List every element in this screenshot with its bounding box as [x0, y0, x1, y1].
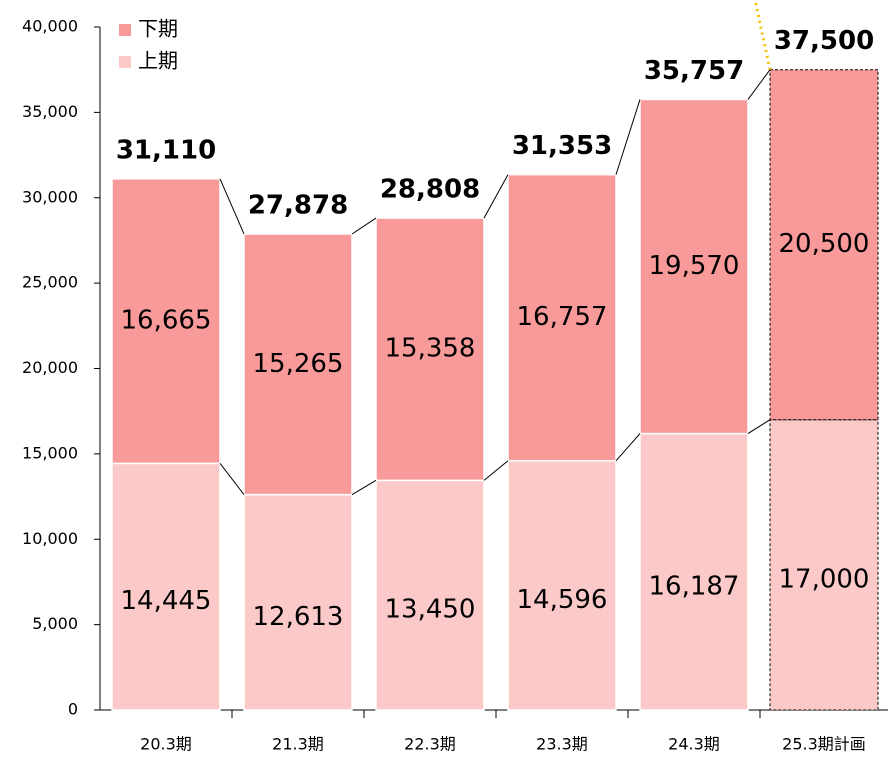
legend-swatch: [119, 24, 131, 36]
y-tick-label: 35,000: [22, 102, 78, 121]
segment-label: 20,500: [779, 229, 870, 259]
x-tick-label: 23.3期: [536, 735, 588, 754]
x-tick-label: 24.3期: [668, 735, 720, 754]
connector: [219, 178, 245, 235]
legend-label: 下期: [138, 17, 178, 41]
y-tick-label: 10,000: [22, 529, 78, 548]
y-tick-label: 15,000: [22, 443, 78, 462]
connector: [219, 463, 245, 495]
x-tick-label: 25.3期計画: [782, 735, 866, 754]
y-tick-label: 25,000: [22, 273, 78, 292]
total-label: 35,757: [644, 56, 744, 86]
connector: [615, 99, 641, 175]
x-tick-label: 20.3期: [140, 735, 192, 754]
bar-segment: [507, 460, 617, 711]
segment-label: 12,613: [253, 602, 344, 632]
connector: [483, 460, 509, 481]
segment-label: 13,450: [385, 595, 476, 625]
y-tick-label: 20,000: [22, 358, 78, 377]
bar-segment: [111, 462, 221, 711]
connector: [747, 69, 771, 100]
bar-segment: [769, 69, 879, 421]
segment-label: 16,187: [649, 571, 740, 601]
x-tick-label: 22.3期: [404, 735, 456, 754]
connector: [483, 174, 509, 219]
bar-segment: [111, 178, 221, 465]
bar-segment: [375, 479, 485, 711]
y-tick-label: 40,000: [22, 17, 78, 36]
total-label: 37,500: [774, 26, 874, 56]
x-tick-label: 21.3期: [272, 735, 324, 754]
legend-label: 上期: [138, 49, 178, 73]
bar-segment: [243, 233, 353, 496]
segment-label: 15,358: [385, 334, 476, 364]
bar-segment: [639, 432, 749, 711]
total-label: 31,353: [512, 131, 612, 161]
bar-segment: [769, 419, 879, 711]
segment-label: 15,265: [253, 349, 344, 379]
bar-segment: [639, 98, 749, 435]
total-label: 27,878: [248, 190, 348, 220]
segment-label: 17,000: [779, 564, 870, 594]
bar-segment: [375, 217, 485, 482]
legend-swatch: [119, 56, 131, 68]
segment-label: 16,757: [517, 302, 608, 332]
total-label: 28,808: [380, 175, 480, 205]
total-label: 31,110: [116, 135, 216, 165]
connector: [615, 433, 641, 462]
connector: [351, 217, 377, 235]
segment-label: 16,665: [121, 306, 212, 336]
y-tick-label: 0: [68, 700, 78, 719]
annotation-line: [753, 0, 772, 71]
segment-label: 14,445: [121, 586, 212, 616]
connector: [351, 479, 377, 496]
segment-label: 19,570: [649, 251, 740, 281]
y-tick-label: 30,000: [22, 187, 78, 206]
segment-label: 14,596: [517, 585, 608, 615]
y-tick-label: 5,000: [32, 614, 78, 633]
connector: [747, 419, 771, 435]
bar-segment: [507, 173, 617, 462]
